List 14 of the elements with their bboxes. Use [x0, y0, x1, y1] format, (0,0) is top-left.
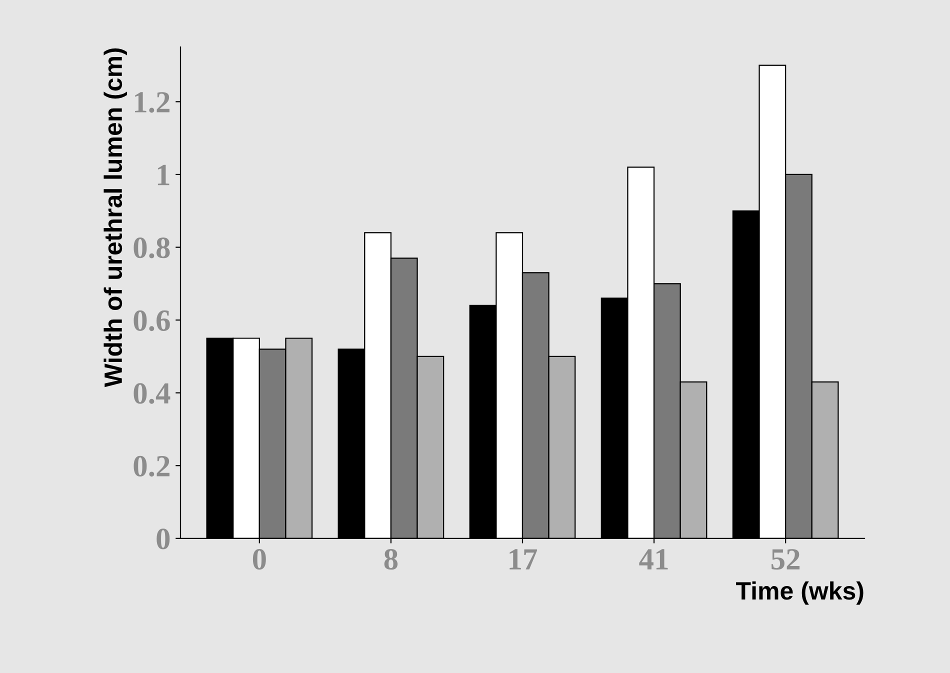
x-tick-label: 8 [384, 549, 398, 570]
y-tick-label: 1 [158, 164, 170, 186]
y-tick-label: 0.2 [134, 456, 170, 477]
y-tick-label: 0.4 [134, 383, 170, 404]
y-tick-label: 1.2 [135, 92, 170, 113]
y-axis-title: Width of urethral lumen (cm) [104, 48, 128, 388]
x-tick-label: 52 [772, 549, 800, 570]
y-tick-label: 0 [156, 528, 170, 550]
y-tick-label: 0.8 [134, 238, 170, 258]
x-axis-title: Time (wks) [736, 581, 864, 605]
x-tick-label: 17 [510, 549, 538, 570]
x-tick-label: 41 [639, 549, 668, 570]
y-tick-label: 0.6 [134, 310, 170, 332]
x-tick-label: 0 [252, 549, 266, 570]
